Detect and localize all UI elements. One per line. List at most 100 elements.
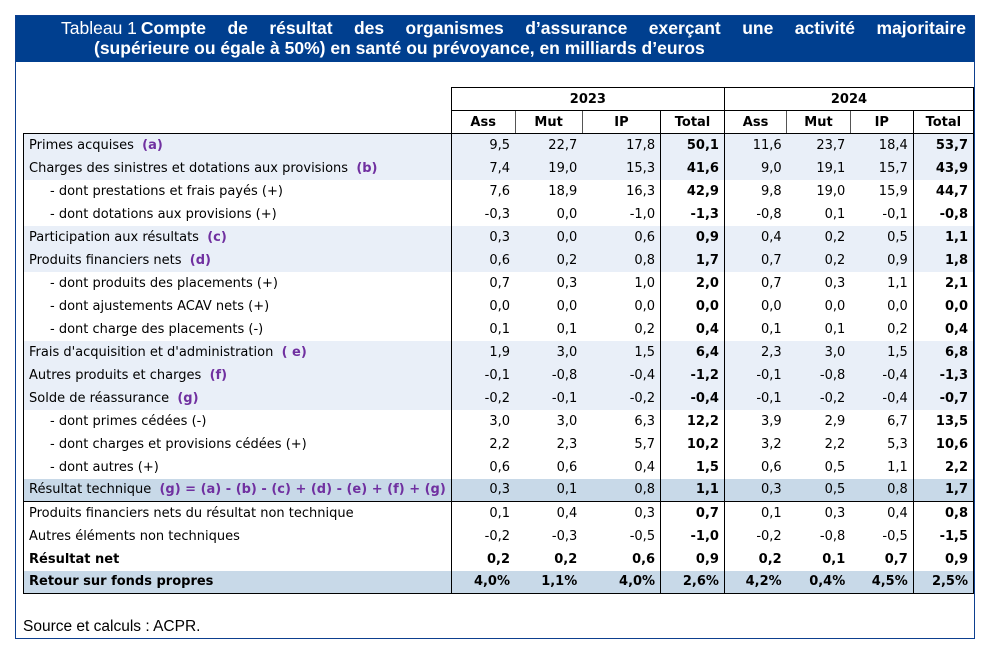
row-label: Primes acquises (a) (23, 133, 452, 157)
row-label-text: - dont charges et provisions cédées (+) (50, 436, 307, 452)
row-label-text: - dont ajustements ACAV nets (+) (50, 298, 270, 314)
cell-value: 0,6 (556, 459, 578, 475)
row-label-text: Résultat net (29, 551, 120, 567)
cell-value: 0,3 (451, 478, 516, 502)
cell-value: -0,7 (912, 386, 975, 410)
cell-value: 9,8 (723, 179, 787, 203)
cell-value: 0,9 (660, 547, 725, 571)
cell-value: -0,2 (451, 386, 516, 410)
row-label-text: Frais d'acquisition et d'administration (29, 344, 274, 360)
cell-value: 0,5 (786, 478, 851, 502)
cell-value: 0,1 (822, 551, 846, 567)
title-word: résultat (269, 18, 333, 38)
cell-value: 9,5 (451, 133, 516, 157)
cell-value: -0,3 (484, 206, 511, 222)
cell-value: 19,0 (816, 183, 846, 199)
table-row: Produits financiers nets (d) 0,6 0,2 0,8 1,7… (23, 248, 975, 272)
cell-value: 18,4 (850, 133, 914, 157)
row-label: Autres éléments non techniques (23, 524, 452, 548)
cell-value: 3,0 (556, 413, 578, 429)
row-label-text: - dont produits des placements (+) (50, 275, 278, 291)
cell-value: 2,2 (824, 436, 846, 452)
row-formula-tag: (d) (189, 252, 211, 268)
cell-value: -0,2 (723, 524, 787, 548)
col-header-ip-2024: IP (849, 110, 914, 134)
cell-value: 15,9 (878, 183, 908, 199)
table-row: - dont ajustements ACAV nets (+) 0,0 0,0 0,… (23, 294, 975, 318)
cell-value: 0,3 (634, 505, 656, 521)
cell-value: 1,5 (582, 340, 661, 364)
cell-value: 0,3 (824, 505, 846, 521)
cell-value: 0,3 (824, 275, 846, 291)
title-word: organismes (405, 18, 504, 38)
cell-value: -1,3 (912, 363, 975, 387)
cell-value: 0,9 (850, 248, 914, 272)
table-row: - dont primes cédées (-) 3,0 3,0 6,3 12,2 3,9… (23, 409, 975, 433)
table-row: Résultat net 0,2 0,2 0,6 0,9 0,2 0,1 0,7 0,9 (23, 547, 975, 571)
cell-value: -1,2 (660, 363, 725, 387)
cell-value: 0,1 (723, 317, 787, 341)
table-body: Primes acquises (a) 9,5 22,7 17,8 50,1 11,6 23… (23, 133, 975, 594)
cell-value: 0,1 (824, 321, 846, 337)
cell-value: -1,0 (629, 206, 656, 222)
cell-value: 0,7 (884, 551, 908, 567)
cell-value: 0,8 (912, 501, 975, 525)
row-label-text: Produits financiers nets (29, 252, 182, 268)
row-label: - dont primes cédées (-) (23, 409, 452, 433)
cell-value: 3,9 (723, 409, 787, 433)
cell-value: 6,7 (887, 413, 908, 429)
table-row: Primes acquises (a) 9,5 22,7 17,8 50,1 11,6 23… (23, 133, 975, 157)
cell-value: -0,5 (882, 528, 908, 544)
table-row: Produits financiers nets du résultat non… (23, 501, 975, 525)
col-header-ass-2023: Ass (450, 110, 516, 134)
cell-value: 17,8 (582, 133, 661, 157)
cell-value: 44,7 (912, 179, 975, 203)
row-formula-tag: ( e) (281, 344, 307, 360)
cell-value: -1,5 (912, 524, 975, 548)
table-row: - dont dotations aux provisions (+) -0,3 0… (23, 202, 975, 226)
cell-value: -0,4 (850, 363, 914, 387)
row-label: Autres produits et charges (f) (23, 363, 452, 387)
cell-value: 0,3 (723, 478, 787, 502)
title-word: de (227, 18, 248, 38)
cell-value: 2,3 (723, 340, 787, 364)
cell-value: -0,4 (850, 386, 914, 410)
table-row: Retour sur fonds propres 4,0% 1,1% 4,0% 2,6%… (23, 570, 975, 594)
cell-value: 0,2 (515, 248, 583, 272)
table-row: - dont prestations et frais payés (+) 7,6… (23, 179, 975, 203)
row-label-text: Résultat technique (29, 482, 152, 498)
cell-value: 1,1 (887, 275, 908, 291)
cell-value: 0,6 (582, 225, 661, 249)
table-row: - dont charges et provisions cédées (+) 2… (23, 432, 975, 456)
cell-value: -0,4 (582, 363, 661, 387)
table-title: Tableau 1 Compte de résultat des organismes d… (16, 16, 974, 62)
cell-value: -0,1 (451, 363, 516, 387)
row-label: - dont charges et provisions cédées (+) (23, 432, 452, 456)
row-label: Solde de réassurance (g) (23, 386, 452, 410)
cell-value: -0,1 (723, 386, 787, 410)
table-row: Résultat technique (g) = (a) - (b) - (c)… (23, 478, 975, 502)
row-label-text: Produits financiers nets du résultat non… (29, 505, 354, 521)
cell-value: 53,7 (912, 133, 975, 157)
row-formula-tag: (c) (207, 229, 227, 245)
col-header-ass-2024: Ass (723, 110, 787, 134)
cell-value: 0,6 (451, 248, 516, 272)
cell-value: 3,2 (723, 432, 787, 456)
cell-value: 13,5 (912, 409, 975, 433)
title-word: activité (794, 18, 856, 38)
cell-value: 0,0 (489, 298, 511, 314)
row-label-text: - dont charge des placements (-) (50, 321, 264, 337)
cell-value: 1,1% (515, 570, 583, 594)
cell-value: 0,7 (723, 271, 787, 295)
row-label-text: Charges des sinistres et dotations aux p… (29, 160, 349, 176)
row-label: Participation aux résultats (c) (23, 225, 452, 249)
cell-value: 0,0 (824, 298, 846, 314)
cell-value: 0,4 (723, 225, 787, 249)
cell-value: 0,4 (912, 317, 975, 341)
cell-value: -0,1 (723, 363, 787, 387)
empty-corner (24, 88, 452, 111)
cell-value: 1,1 (912, 225, 975, 249)
cell-value: 15,7 (850, 156, 914, 180)
cell-value: 0,0 (723, 294, 787, 318)
cell-value: 0,4 (556, 505, 578, 521)
